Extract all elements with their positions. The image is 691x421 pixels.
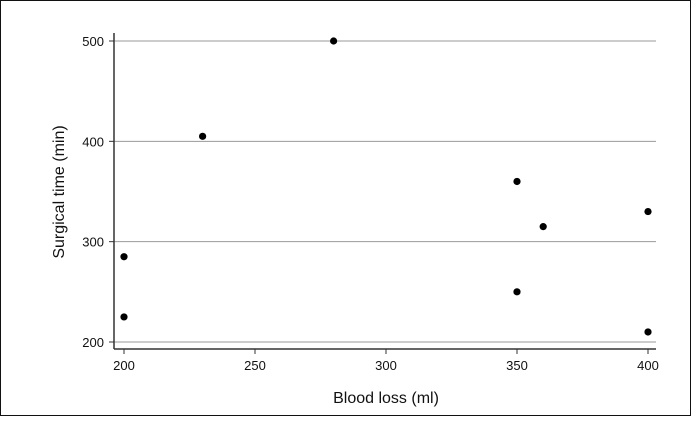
data-point bbox=[330, 37, 338, 45]
data-point bbox=[644, 207, 652, 216]
data-point bbox=[644, 328, 652, 336]
data-point bbox=[539, 223, 547, 231]
data-points bbox=[120, 37, 652, 336]
y-tick-label: 200 bbox=[82, 335, 104, 350]
y-tick-label: 500 bbox=[82, 34, 104, 49]
data-point bbox=[513, 177, 521, 186]
grid-lines bbox=[114, 40, 656, 343]
axes bbox=[109, 33, 656, 354]
data-point bbox=[513, 288, 521, 296]
data-point bbox=[120, 253, 128, 261]
y-tick-label: 300 bbox=[82, 235, 104, 250]
y-tick-label: 400 bbox=[82, 134, 104, 149]
x-tick-label: 200 bbox=[113, 358, 135, 373]
x-axis-title: Blood loss (ml) bbox=[333, 390, 439, 407]
tick-labels: 200 300 400 500 200 250 300 350 400 bbox=[82, 34, 659, 373]
x-tick-label: 350 bbox=[506, 358, 528, 373]
data-point bbox=[120, 313, 128, 321]
x-tick-label: 250 bbox=[244, 358, 266, 373]
data-point bbox=[199, 132, 207, 140]
x-tick-label: 300 bbox=[375, 358, 397, 373]
x-tick-label: 400 bbox=[637, 358, 659, 373]
y-axis-title: Surgical time (min) bbox=[51, 125, 68, 258]
